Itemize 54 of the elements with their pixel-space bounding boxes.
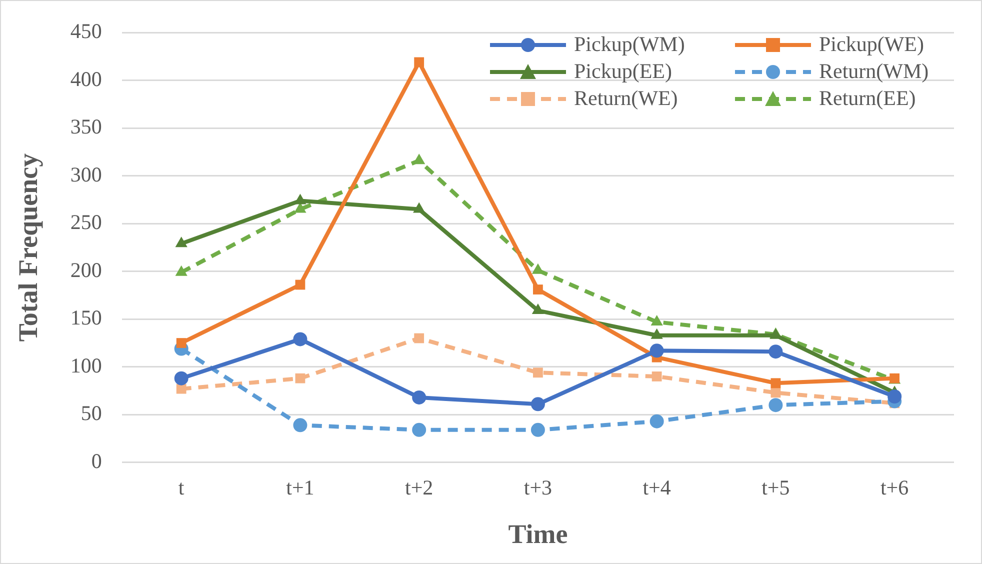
x-tick-label: t+1: [286, 476, 314, 500]
y-tick-label: 0: [91, 448, 102, 473]
point: [412, 422, 426, 437]
point: [412, 390, 426, 404]
point: [530, 397, 545, 412]
x-tick-label: t+3: [524, 476, 552, 500]
point: [770, 388, 781, 398]
point: [770, 378, 781, 388]
x-tick-label: t: [178, 476, 184, 500]
point: [293, 418, 308, 432]
point: [532, 304, 544, 314]
point: [650, 315, 663, 326]
x-tick-label: t+6: [880, 476, 909, 500]
point: [176, 338, 186, 348]
point: [888, 390, 902, 404]
point: [413, 202, 426, 213]
legend-label: Pickup(WE): [819, 32, 924, 57]
point: [533, 368, 543, 378]
y-tick-label: 50: [80, 401, 102, 426]
legend-label: Return(WM): [819, 59, 929, 84]
x-tick-label: t+2: [404, 476, 434, 500]
point: [652, 371, 662, 382]
point: [294, 194, 306, 204]
y-tick-label: 400: [70, 66, 102, 91]
point: [174, 371, 188, 386]
point: [533, 284, 543, 294]
y-tick-label: 450: [70, 19, 102, 44]
legend-label: Pickup(EE): [574, 59, 672, 84]
y-tick-label: 300: [70, 162, 102, 186]
y-tick-label: 200: [70, 258, 102, 282]
point: [176, 384, 186, 394]
point: [650, 328, 663, 339]
point: [530, 422, 545, 437]
y-axis-title: Total Frequency: [13, 152, 44, 342]
y-tick-label: 150: [70, 306, 102, 330]
point: [414, 333, 424, 344]
point: [293, 332, 308, 346]
y-tick-label: 250: [70, 210, 102, 234]
y-tick-label: 100: [70, 353, 102, 378]
point: [650, 414, 664, 428]
legend-label: Pickup(WM): [574, 32, 685, 57]
y-tick-label: 350: [70, 114, 102, 139]
legend-label: Return(EE): [819, 86, 916, 111]
x-axis-title: Time: [508, 518, 568, 549]
x-tick-label: t+4: [642, 476, 672, 500]
point: [295, 373, 306, 384]
point: [768, 398, 783, 412]
point: [175, 265, 188, 276]
point: [295, 280, 306, 290]
point: [175, 236, 188, 248]
point: [768, 344, 783, 359]
point: [650, 344, 664, 358]
legend-label: Return(WE): [574, 86, 678, 111]
x-tick-label: t+5: [762, 476, 790, 500]
